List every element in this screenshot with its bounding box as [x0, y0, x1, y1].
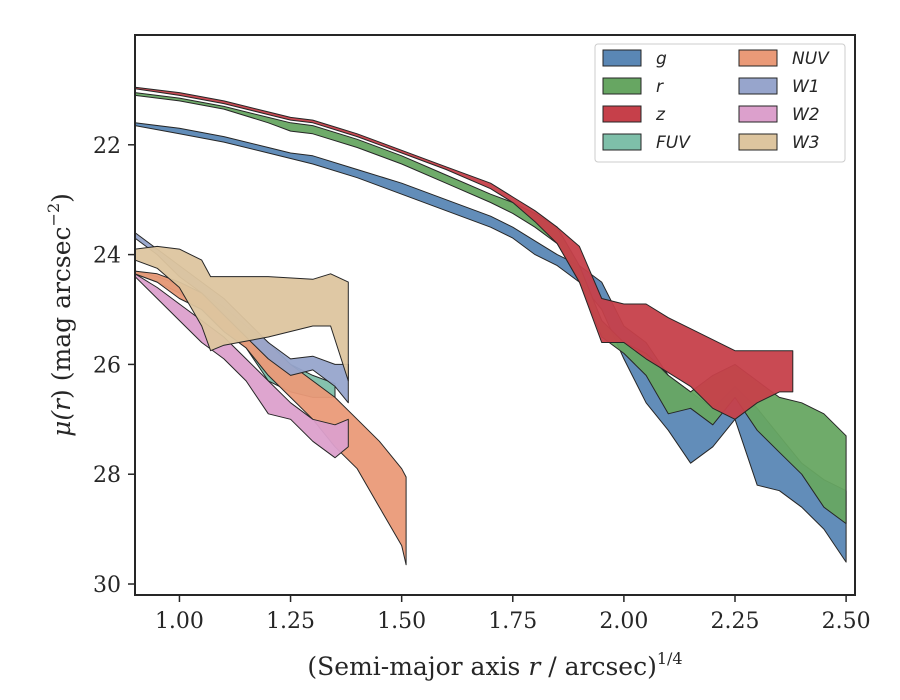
- x-tick-label: 1.25: [266, 609, 315, 634]
- x-tick-label: 1.00: [155, 609, 204, 634]
- legend-frame: [594, 43, 846, 163]
- y-tick-label: 30: [93, 573, 121, 598]
- y-axis-label: μ(r) (mag arcsec−2): [44, 193, 76, 437]
- y-tick-label: 24: [93, 244, 121, 269]
- band-w3: [135, 245, 349, 382]
- y-axis-label-sup: −2: [44, 203, 63, 227]
- x-axis-label: (Semi-major axis r / arcsec)1/4: [307, 649, 682, 681]
- legend-swatch-g: [602, 49, 642, 67]
- legend-swatch-fuv: [602, 133, 642, 151]
- legend-label-r: r: [656, 77, 664, 97]
- y-tick-label: 26: [93, 353, 121, 378]
- x-axis-label-sup: 1/4: [657, 649, 683, 668]
- legend-label-g: g: [656, 49, 667, 69]
- legend-swatch-nuv: [738, 49, 778, 67]
- legend-swatch-r: [602, 77, 642, 95]
- x-tick-label: 1.75: [488, 609, 537, 634]
- plot-frame: [134, 34, 856, 596]
- x-axis: 1.00 1.25 1.50 1.75 2.00 2.25 2.50: [155, 595, 871, 634]
- y-axis-label-post: ) (mag arcsec: [47, 226, 76, 399]
- data-bands: [135, 86, 847, 566]
- band-r: [135, 92, 847, 525]
- x-tick-label: 1.50: [377, 609, 426, 634]
- legend-swatch-w2: [738, 105, 778, 123]
- band-g: [135, 122, 847, 563]
- y-tick-label: 28: [93, 463, 121, 488]
- legend-swatch-w1: [738, 77, 778, 95]
- x-axis-label-pre: (Semi-major axis: [307, 652, 528, 681]
- y-axis-label-var: r: [47, 397, 76, 411]
- legend-label-w1: W1: [792, 77, 820, 97]
- legend: grz FUV NUV W1 W2 W3: [594, 43, 846, 163]
- y-axis-label-pre: μ(: [47, 410, 76, 437]
- x-tick-label: 2.25: [711, 609, 760, 634]
- y-axis: 22 24 26 28 30: [93, 134, 135, 598]
- x-tick-label: 2.50: [822, 609, 871, 634]
- band-z: [135, 86, 794, 420]
- legend-label-z: z: [655, 105, 666, 125]
- legend-label-w2: W2: [792, 105, 820, 125]
- legend-swatch-w3: [738, 133, 778, 151]
- legend-swatch-z: [602, 105, 642, 123]
- legend-label-w3: W3: [792, 133, 820, 153]
- y-tick-label: 22: [93, 134, 121, 159]
- y-axis-label-end: ): [47, 193, 76, 203]
- legend-label-nuv: NUV: [792, 49, 830, 69]
- x-tick-label: 2.00: [599, 609, 648, 634]
- x-axis-label-post: / arcsec): [540, 652, 657, 681]
- x-axis-label-var: r: [528, 652, 542, 681]
- legend-label-fuv: FUV: [656, 133, 691, 153]
